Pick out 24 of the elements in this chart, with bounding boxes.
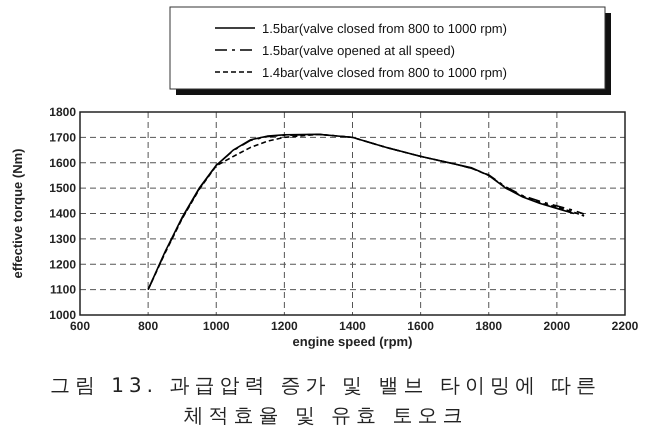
x-tick-label: 1000 <box>202 319 230 333</box>
y-tick-label: 1200 <box>49 257 76 272</box>
y-tick-label: 1400 <box>49 206 76 220</box>
caption: 그림 13. 과급압력 증가 및 밸브 타이밍에 따른 체적효율 및 유효 토오크 <box>48 372 602 429</box>
x-axis-title: engine speed (rpm) <box>292 334 412 349</box>
y-axis-title: effective torque (Nm) <box>10 148 25 279</box>
y-tick-label: 1600 <box>49 156 76 170</box>
x-tick-label: 1200 <box>271 319 298 333</box>
x-tick-label: 1400 <box>339 319 366 333</box>
x-tick-label: 2000 <box>544 319 571 333</box>
legend-label: 1.5bar(valve closed from 800 to 1000 rpm) <box>262 21 507 36</box>
legend-label: 1.5bar(valve opened at all speed) <box>262 43 455 58</box>
x-tick-label: 1600 <box>407 319 434 333</box>
x-tick-label: 1800 <box>475 319 502 333</box>
y-tick-label: 1300 <box>49 232 76 246</box>
y-tick-label: 1100 <box>50 282 76 297</box>
x-tick-label: 800 <box>138 319 158 333</box>
y-tick-label: 1800 <box>49 105 76 119</box>
y-tick-label: 1000 <box>49 308 76 322</box>
y-tick-label: 1500 <box>49 181 76 196</box>
legend-label: 1.4bar(valve closed from 800 to 1000 rpm) <box>262 65 507 80</box>
y-tick-label: 1700 <box>49 130 76 144</box>
x-tick-label: 600 <box>70 319 90 333</box>
x-tick-label: 2200 <box>612 319 639 333</box>
